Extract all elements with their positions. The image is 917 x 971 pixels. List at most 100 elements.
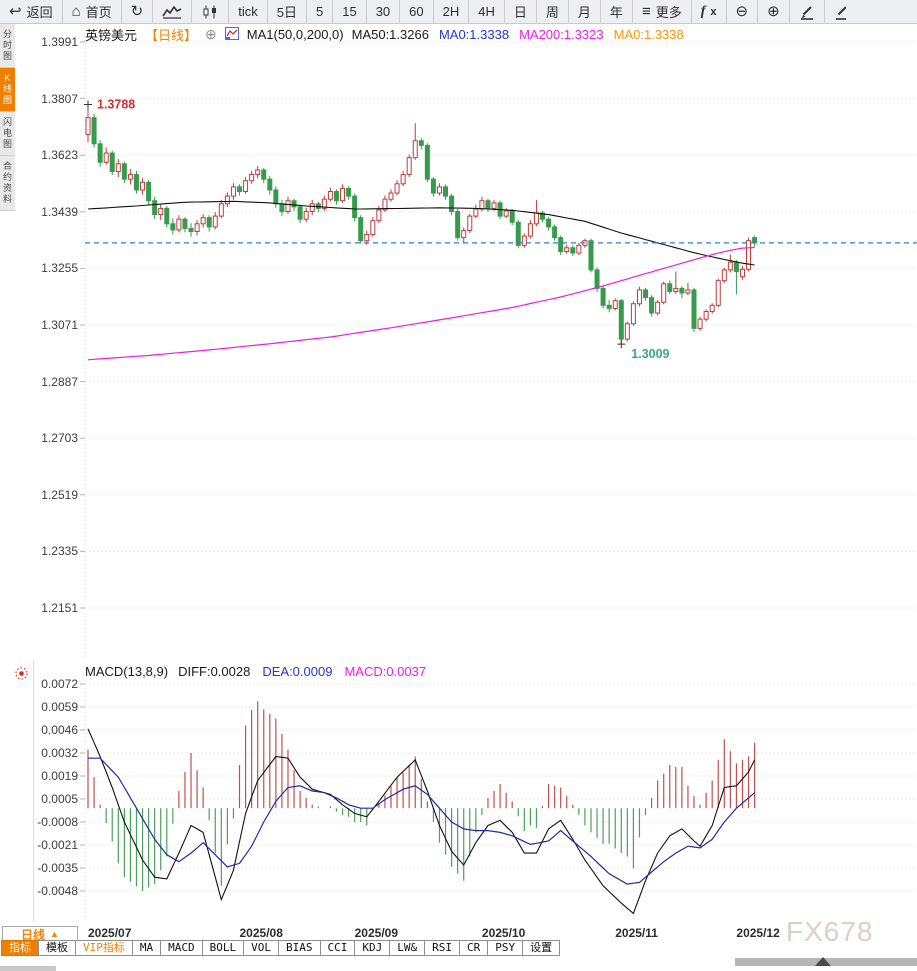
toolbar-button-back[interactable]: ↩ 返回 (0, 0, 62, 23)
candle-body (97, 143, 103, 163)
toolbar-button-area-chart-style[interactable] (153, 0, 191, 23)
tab-cr[interactable]: CR (459, 940, 489, 956)
candle-body (388, 192, 394, 200)
candle-body (394, 183, 400, 194)
toolbar-separator (631, 0, 633, 23)
toolbar-separator (432, 0, 434, 23)
tab-boll[interactable]: BOLL (201, 940, 245, 956)
toolbar-button-refresh[interactable]: ↻ (122, 0, 153, 23)
toolbar-separator (61, 0, 63, 23)
price-axis-label: 1.2151 (41, 601, 78, 615)
candle-body (739, 268, 745, 278)
toolbar-button-tick[interactable]: tick (229, 0, 267, 23)
tab-lwr[interactable]: LW& (389, 940, 426, 956)
tab-vip-indicators[interactable]: VIP指标 (75, 940, 133, 956)
tab-rsi[interactable]: RSI (424, 940, 460, 956)
candle-body (503, 210, 509, 217)
candle-body (521, 235, 527, 246)
toolbar-button-5d[interactable]: 5日 (268, 0, 306, 23)
candle-body (430, 178, 436, 194)
ma-value: MA50:1.3266 (351, 27, 429, 42)
candle-body (249, 174, 255, 182)
candle-body (206, 217, 212, 228)
sidebar-item-lightning-chart[interactable]: 闪电图 (0, 112, 15, 156)
toolbar-button-day[interactable]: 日 (505, 0, 536, 23)
macd-axis-label: -0.0008 (37, 815, 78, 829)
toolbar-separator (191, 0, 193, 23)
candle-body (546, 218, 552, 228)
tab-bias[interactable]: BIAS (278, 940, 321, 956)
tab-cci[interactable]: CCI (319, 940, 356, 956)
candle-body (406, 157, 412, 176)
candle-body (91, 117, 97, 145)
ma-value: MA0:1.3338 (613, 27, 684, 42)
tab-ma[interactable]: MA (131, 940, 162, 956)
horizontal-scrollbar[interactable] (735, 957, 917, 966)
price-axis-label: 1.3807 (41, 91, 78, 106)
toolbar-separator (399, 0, 401, 23)
candle-body (576, 244, 582, 254)
candle-body (303, 210, 309, 220)
toolbar-button-60m[interactable]: 60 (400, 0, 432, 23)
toolbar-separator (305, 0, 307, 23)
toolbar-button-15m[interactable]: 15 (333, 0, 365, 23)
candle-body (297, 206, 303, 220)
candle-body (515, 221, 521, 246)
toolbar-button-30m[interactable]: 30 (367, 0, 399, 23)
sidebar-item-char: 图 (2, 139, 12, 149)
x-axis-label: 2025/11 (615, 926, 658, 940)
tab-psy[interactable]: PSY (487, 940, 524, 956)
indicator-settings-icon[interactable] (14, 666, 29, 681)
tab-vol[interactable]: VOL (243, 940, 279, 956)
ma-settings-icon[interactable] (224, 26, 239, 43)
low-marker (617, 340, 626, 349)
tab-settings[interactable]: 设置 (522, 940, 561, 956)
candle-body (279, 203, 285, 212)
toolbar-separator (690, 0, 692, 23)
add-indicator-icon[interactable]: ⊕ (205, 26, 217, 42)
tab-macd[interactable]: MACD (160, 940, 203, 956)
toolbar-button-week[interactable]: 周 (537, 0, 568, 23)
price-chart-header: 英镑美元 【日线】 ⊕ MA1(50,0,200,0) MA50:1.3266 M… (85, 25, 684, 44)
toolbar-button-2h[interactable]: 2H (434, 0, 469, 23)
tab-kdj[interactable]: KDJ (354, 940, 391, 956)
tab-templates[interactable]: 模板 (38, 940, 76, 956)
price-axis-label: 1.3255 (41, 261, 78, 276)
ma50-line (87, 200, 755, 266)
toolbar-button-month[interactable]: 月 (569, 0, 600, 23)
toolbar-button-year[interactable]: 年 (601, 0, 632, 23)
dea-line (88, 757, 755, 885)
toolbar-button-zoom-in[interactable]: ⊕ (758, 0, 789, 23)
toolbar-button-5m[interactable]: 5 (307, 0, 332, 23)
x-axis-label: 2025/10 (481, 926, 526, 940)
toolbar-button-label: 返回 (26, 5, 53, 20)
candle-body (479, 200, 485, 210)
toolbar-button-4h[interactable]: 4H (469, 0, 504, 23)
toolbar-button-candle-chart-style[interactable] (192, 0, 228, 23)
candle-body (709, 304, 715, 312)
toolbar-button-home[interactable]: ⌂ 首页 (63, 0, 121, 23)
toolbar-button-zoom-out[interactable]: ⊖ (727, 0, 758, 23)
toolbar-button-label: 年 (609, 5, 623, 20)
toolbar-button-clipped[interactable] (825, 0, 846, 23)
candle-body (443, 186, 449, 197)
scroll-up-arrow-icon (815, 957, 831, 966)
candle-body (697, 318, 703, 329)
chevron-up-icon: ▲ (50, 929, 59, 939)
tab-indicators[interactable]: 指标 (1, 940, 39, 956)
toolbar-separator (152, 0, 154, 23)
price-axis-label: 1.2335 (41, 544, 78, 559)
candle-body (115, 163, 121, 173)
sidebar-item-contract-info[interactable]: 合约资料 (0, 156, 15, 211)
candle-body (103, 152, 109, 163)
toolbar-button-more[interactable]: ≡ 更多 (633, 0, 691, 23)
candle-body (267, 178, 273, 191)
toolbar-button-draw[interactable] (790, 0, 824, 23)
sidebar-item-time-share-chart[interactable]: 分时图 (0, 24, 15, 68)
candle-body (152, 200, 158, 216)
toolbar-button-label: 30 (375, 4, 391, 19)
